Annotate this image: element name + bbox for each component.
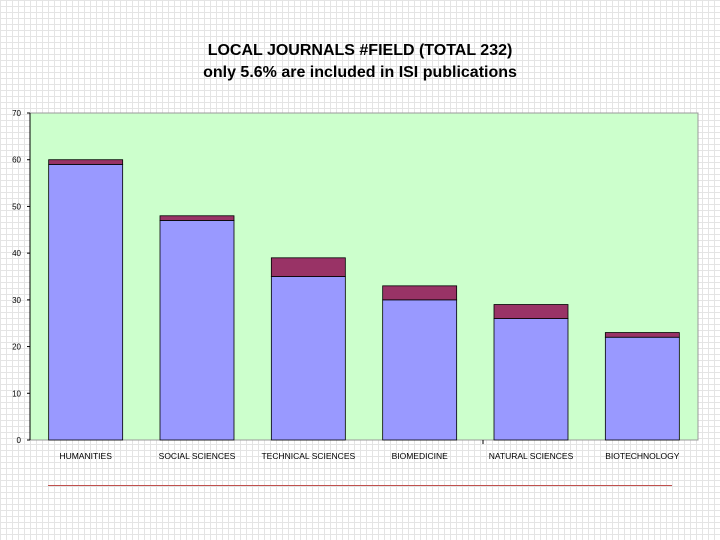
bar-segment: [48, 163, 124, 441]
bar-segment: [382, 299, 458, 441]
y-tick-label: 40: [12, 249, 21, 258]
bar-segment: [270, 276, 346, 441]
bar-segment: [159, 220, 235, 441]
y-tick-label: 70: [12, 109, 21, 118]
y-tick-label: 60: [12, 156, 21, 165]
footer-divider: [48, 485, 672, 486]
x-tick-label: HUMANITIES: [59, 451, 112, 461]
slide-title: LOCAL JOURNALS #FIELD (TOTAL 232) only 5…: [0, 40, 720, 84]
x-tick-label: NATURAL SCIENCES: [489, 451, 574, 461]
x-tick-label: SOCIAL SCIENCES: [159, 451, 236, 461]
bar-segment: [270, 257, 346, 277]
bar-segment: [382, 285, 458, 301]
bar-segment: [48, 159, 124, 165]
y-tick-label: 50: [12, 202, 21, 211]
bar-segment: [604, 336, 680, 441]
title-line-1: LOCAL JOURNALS #FIELD (TOTAL 232): [207, 42, 513, 59]
plot-area: [29, 112, 699, 441]
bar-segment: [493, 318, 569, 441]
y-tick-label: 20: [12, 343, 21, 352]
x-tick-label: BIOTECHNOLOGY: [605, 451, 679, 461]
x-tick-label: BIOMEDICINE: [392, 451, 449, 461]
bar-segment: [159, 215, 235, 221]
y-tick-label: 30: [12, 296, 21, 305]
y-tick-label: 10: [12, 389, 21, 398]
x-tick-label: TECHNICAL SCIENCES: [261, 451, 355, 461]
title-line-2: only 5.6% are included in ISI publicatio…: [203, 64, 517, 81]
bar-segment: [493, 304, 569, 319]
bar-segment: [604, 332, 680, 338]
y-tick-label: 0: [17, 436, 22, 445]
